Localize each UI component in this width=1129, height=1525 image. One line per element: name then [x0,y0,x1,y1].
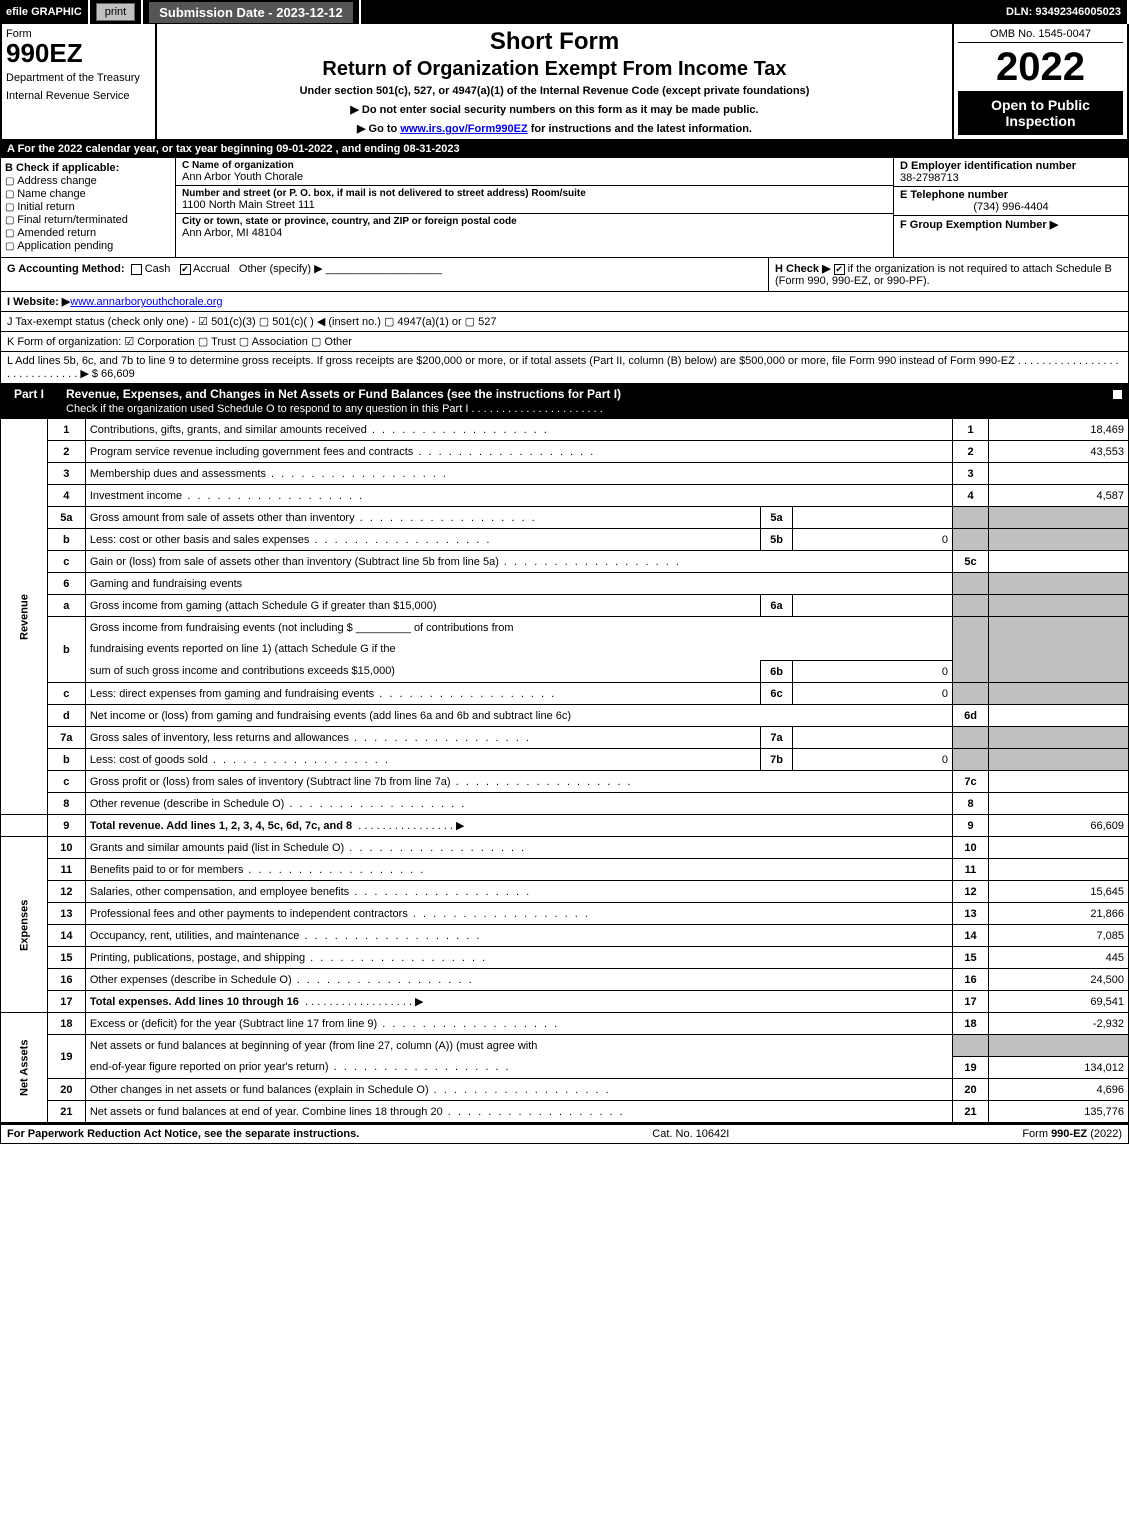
cb-application-pending[interactable]: Application pending [5,240,171,252]
line5c-val [989,551,1129,573]
title-short-form: Short Form [161,28,948,56]
org-city: Ann Arbor, MI 48104 [182,227,887,239]
print-button[interactable]: print [96,3,135,21]
line19-val: 134,012 [989,1057,1129,1079]
efile-label: efile GRAPHIC [0,0,90,24]
arrow-ssn: ▶ Do not enter social security numbers o… [161,103,948,116]
row-i-website: I Website: ▶www.annarboryouthchorale.org [0,292,1129,312]
cb-final-return[interactable]: Final return/terminated [5,214,171,226]
subtitle: Under section 501(c), 527, or 4947(a)(1)… [161,85,948,97]
line17-val: 69,541 [989,991,1129,1013]
netassets-label: Net Assets [1,1013,48,1123]
block-bcdef: B Check if applicable: Address change Na… [0,158,1129,258]
org-street: 1100 North Main Street 111 [182,199,887,211]
form-number: 990EZ [6,40,151,66]
top-bar: efile GRAPHIC print Submission Date - 20… [0,0,1129,24]
row-l-gross-receipts: L Add lines 5b, 6c, and 7b to line 9 to … [0,352,1129,384]
website-link[interactable]: www.annarboryouthchorale.org [70,296,222,308]
irs-label: Internal Revenue Service [6,90,151,102]
gross-receipts: 66,609 [101,368,135,380]
line1-val: 18,469 [989,419,1129,441]
irs-link[interactable]: www.irs.gov/Form990EZ [400,123,527,135]
section-c: C Name of organizationAnn Arbor Youth Ch… [176,158,893,257]
omb-number: OMB No. 1545-0047 [958,28,1123,43]
line2-val: 43,553 [989,441,1129,463]
cb-name-change[interactable]: Name change [5,188,171,200]
line13-val: 21,866 [989,903,1129,925]
open-public-badge: Open to Public Inspection [958,91,1123,135]
row-j-tax-exempt: J Tax-exempt status (check only one) - ☑… [0,312,1129,332]
cb-accrual[interactable] [180,264,191,275]
row-gh: G Accounting Method: Cash Accrual Other … [0,258,1129,292]
line18-val: -2,932 [989,1013,1129,1035]
line5a-val [793,507,953,529]
revenue-label: Revenue [1,419,48,815]
org-name: Ann Arbor Youth Chorale [182,171,887,183]
line9-val: 66,609 [989,815,1129,837]
part1-header: Part I Revenue, Expenses, and Changes in… [0,384,1129,418]
line20-val: 4,696 [989,1079,1129,1101]
row-k-form-org: K Form of organization: ☑ Corporation ▢ … [0,332,1129,352]
form-header: Form 990EZ Department of the Treasury In… [0,24,1129,141]
line7c-val [989,771,1129,793]
line3-val [989,463,1129,485]
tax-year: 2022 [958,47,1123,87]
line7a-val [793,727,953,749]
ein: 38-2798713 [900,172,1122,184]
line11-val [989,859,1129,881]
line6c-val: 0 [793,683,953,705]
line15-val: 445 [989,947,1129,969]
line12-val: 15,645 [989,881,1129,903]
phone: (734) 996-4404 [900,201,1122,213]
cb-amended-return[interactable]: Amended return [5,227,171,239]
cat-no: Cat. No. 10642I [359,1128,1022,1140]
line7b-val: 0 [793,749,953,771]
line14-val: 7,085 [989,925,1129,947]
arrow-link: ▶ Go to www.irs.gov/Form990EZ for instru… [161,122,948,135]
line5b-val: 0 [793,529,953,551]
dln: DLN: 93492346005023 [1000,0,1129,24]
dept-treasury: Department of the Treasury [6,72,151,84]
row-a-calendar: A For the 2022 calendar year, or tax yea… [0,141,1129,158]
line21-val: 135,776 [989,1101,1129,1123]
section-b: B Check if applicable: Address change Na… [1,158,176,257]
line6d-val [989,705,1129,727]
line8-val [989,793,1129,815]
line4-val: 4,587 [989,485,1129,507]
cb-initial-return[interactable]: Initial return [5,201,171,213]
submission-date: Submission Date - 2023-12-12 [143,0,361,24]
cb-part1-schedO[interactable] [1112,389,1123,400]
line10-val [989,837,1129,859]
cb-cash[interactable] [131,264,142,275]
section-def: D Employer identification number38-27987… [893,158,1128,257]
page-footer: For Paperwork Reduction Act Notice, see … [0,1123,1129,1144]
cb-schedule-b[interactable] [834,264,845,275]
print-button-wrap: print [90,0,143,24]
line6b-val: 0 [793,661,953,683]
expenses-label: Expenses [1,837,48,1013]
cb-address-change[interactable]: Address change [5,175,171,187]
part1-table: Revenue 1Contributions, gifts, grants, a… [0,418,1129,1123]
line16-val: 24,500 [989,969,1129,991]
line6a-val [793,595,953,617]
title-return: Return of Organization Exempt From Incom… [161,58,948,81]
